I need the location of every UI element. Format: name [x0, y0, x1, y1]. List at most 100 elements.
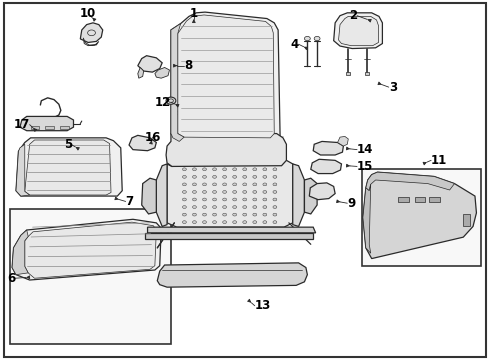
Circle shape	[273, 183, 277, 186]
Bar	[365, 72, 369, 75]
Circle shape	[193, 183, 196, 186]
Circle shape	[263, 198, 267, 201]
Circle shape	[182, 221, 186, 224]
Circle shape	[222, 221, 226, 224]
Polygon shape	[129, 135, 156, 151]
Circle shape	[222, 183, 226, 186]
Polygon shape	[304, 178, 317, 214]
Circle shape	[314, 36, 320, 41]
Bar	[346, 72, 350, 75]
Circle shape	[233, 198, 237, 201]
Circle shape	[222, 213, 226, 216]
Polygon shape	[25, 140, 111, 195]
Text: 7: 7	[125, 195, 134, 208]
Polygon shape	[171, 12, 280, 143]
Polygon shape	[339, 17, 378, 46]
Polygon shape	[145, 233, 313, 239]
Circle shape	[182, 198, 186, 201]
Text: 4: 4	[291, 38, 298, 51]
Circle shape	[263, 213, 267, 216]
Circle shape	[253, 206, 257, 208]
Circle shape	[263, 190, 267, 193]
Polygon shape	[147, 227, 316, 233]
Circle shape	[213, 175, 217, 178]
Circle shape	[182, 213, 186, 216]
Polygon shape	[334, 13, 382, 49]
Circle shape	[263, 221, 267, 224]
Text: 8: 8	[184, 59, 193, 72]
Text: 11: 11	[431, 154, 447, 167]
Polygon shape	[16, 138, 122, 196]
Circle shape	[193, 213, 196, 216]
Circle shape	[263, 206, 267, 208]
Text: 16: 16	[144, 131, 161, 144]
Polygon shape	[167, 160, 293, 227]
Circle shape	[222, 168, 226, 171]
Circle shape	[202, 206, 206, 208]
Circle shape	[243, 206, 246, 208]
Polygon shape	[138, 67, 144, 78]
Circle shape	[202, 183, 206, 186]
Circle shape	[253, 183, 257, 186]
Circle shape	[202, 213, 206, 216]
Circle shape	[193, 206, 196, 208]
Circle shape	[213, 206, 217, 208]
Circle shape	[253, 190, 257, 193]
Circle shape	[263, 168, 267, 171]
Circle shape	[213, 168, 217, 171]
Bar	[398, 197, 409, 202]
Circle shape	[233, 221, 237, 224]
Circle shape	[182, 175, 186, 178]
Circle shape	[182, 190, 186, 193]
Polygon shape	[12, 219, 161, 280]
Circle shape	[273, 198, 277, 201]
Bar	[45, 126, 54, 129]
Polygon shape	[12, 230, 28, 275]
Circle shape	[222, 198, 226, 201]
Circle shape	[273, 213, 277, 216]
Circle shape	[182, 206, 186, 208]
Polygon shape	[293, 164, 304, 226]
Polygon shape	[338, 136, 348, 146]
Circle shape	[213, 183, 217, 186]
Polygon shape	[83, 38, 99, 46]
Polygon shape	[156, 164, 167, 226]
Circle shape	[213, 198, 217, 201]
Circle shape	[202, 168, 206, 171]
Circle shape	[193, 175, 196, 178]
Circle shape	[263, 183, 267, 186]
Polygon shape	[138, 56, 162, 72]
Circle shape	[243, 168, 246, 171]
Circle shape	[243, 213, 246, 216]
Circle shape	[193, 190, 196, 193]
Circle shape	[233, 213, 237, 216]
Polygon shape	[80, 23, 103, 42]
Polygon shape	[309, 183, 335, 200]
Circle shape	[202, 190, 206, 193]
Polygon shape	[366, 172, 455, 191]
Circle shape	[182, 168, 186, 171]
Circle shape	[253, 221, 257, 224]
Circle shape	[253, 175, 257, 178]
Circle shape	[243, 190, 246, 193]
Text: 9: 9	[347, 197, 356, 210]
Polygon shape	[363, 172, 476, 258]
Polygon shape	[155, 67, 170, 78]
Circle shape	[233, 183, 237, 186]
Circle shape	[222, 206, 226, 208]
Polygon shape	[178, 15, 274, 138]
Circle shape	[243, 183, 246, 186]
Circle shape	[304, 36, 310, 41]
Polygon shape	[363, 184, 371, 253]
Circle shape	[233, 175, 237, 178]
Circle shape	[273, 206, 277, 208]
Text: 3: 3	[389, 81, 397, 94]
Circle shape	[202, 175, 206, 178]
Bar	[60, 126, 69, 129]
Bar	[362, 169, 481, 266]
Text: 14: 14	[357, 143, 373, 156]
Circle shape	[243, 198, 246, 201]
Bar	[415, 197, 425, 202]
Circle shape	[193, 221, 196, 224]
Text: 6: 6	[7, 272, 15, 285]
